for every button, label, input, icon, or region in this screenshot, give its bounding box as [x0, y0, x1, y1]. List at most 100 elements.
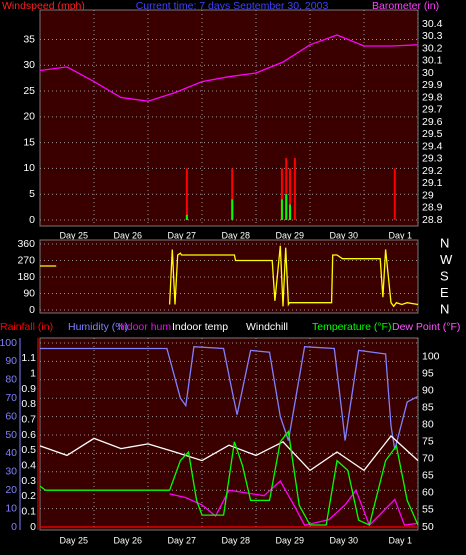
x-tick-label: Day 28: [221, 230, 250, 240]
y-tick-label: 29.7: [422, 104, 443, 116]
y-tick-label: 180: [17, 271, 35, 283]
y-tick-label: 29.3: [422, 153, 443, 165]
y-tick-label: 90: [422, 384, 434, 396]
barometer-axis-label: Barometer (in): [372, 0, 439, 12]
y-tick-label: 270: [17, 254, 35, 266]
x-tick-label: Day 29: [275, 230, 304, 240]
y-tick-label: 0.2: [21, 490, 36, 502]
y-tick-label: 50: [5, 429, 17, 441]
y-tick-label: 10: [5, 502, 17, 514]
y-tick-label: 65: [422, 470, 434, 482]
y-tick-label: N: [440, 235, 449, 250]
x-tick-label: Day 28: [221, 535, 250, 545]
y-tick-label: 0: [30, 521, 36, 533]
y-tick-label: 0.6: [21, 429, 36, 441]
y-tick-label: 28.8: [422, 214, 443, 226]
y-tick-label: 15: [23, 136, 35, 148]
bar: [280, 168, 283, 220]
bar: [393, 168, 396, 220]
y-tick-label: 10: [23, 162, 35, 174]
y-tick-label: 0.8: [21, 398, 36, 410]
y-tick-label: 360: [17, 238, 35, 250]
y-tick-label: 30.1: [422, 55, 443, 67]
legend-entry: Rainfall (in): [0, 321, 53, 333]
plot-area: [39, 239, 419, 314]
legend-entry: Humidity (%): [68, 321, 128, 333]
bar: [280, 199, 283, 220]
legend-entry: Dew Point (°F): [392, 321, 460, 333]
y-tick-label: 0.4: [21, 459, 36, 471]
bar: [285, 158, 288, 220]
y-tick-label: 0.9: [21, 383, 36, 395]
y-tick-label: 20: [23, 111, 35, 123]
x-tick-label: Day 1: [388, 535, 412, 545]
y-tick-label: 5: [29, 188, 35, 200]
y-tick-label: 30: [422, 67, 434, 79]
y-tick-label: 1.1: [21, 352, 36, 364]
y-tick-label: 90: [23, 287, 35, 299]
bar: [231, 168, 234, 220]
bar: [185, 214, 188, 220]
y-tick-label: 95: [422, 367, 434, 379]
y-tick-label: E: [440, 285, 449, 300]
y-tick-label: 70: [422, 453, 434, 465]
x-tick-label: Day 27: [167, 535, 196, 545]
y-tick-label: 29.2: [422, 165, 443, 177]
wind-axis-label: Windspeed (mph): [2, 0, 85, 12]
y-tick-label: 0.1: [21, 505, 36, 517]
y-tick-label: 29.9: [422, 79, 443, 91]
x-tick-label: Day 29: [275, 535, 304, 545]
x-tick-label: Day 30: [329, 535, 358, 545]
y-tick-label: 100: [0, 337, 17, 349]
y-tick-label: 29: [422, 189, 434, 201]
y-tick-label: 100: [422, 350, 440, 362]
y-tick-label: 60: [5, 410, 17, 422]
y-tick-label: 29.1: [422, 177, 443, 189]
y-tick-label: 1: [30, 367, 36, 379]
y-tick-label: 25: [23, 85, 35, 97]
bar: [231, 199, 234, 220]
x-tick-label: Day 30: [329, 230, 358, 240]
y-tick-label: 30.2: [422, 42, 443, 54]
y-tick-label: 0.3: [21, 475, 36, 487]
x-tick-label: Day 25: [59, 535, 88, 545]
legend-entry: Temperature (°F): [312, 321, 391, 333]
y-tick-label: 50: [422, 521, 434, 533]
chart-title: Current time: 7 days September 30, 2003: [136, 0, 329, 12]
y-tick-label: 20: [5, 484, 17, 496]
plot-area: [39, 337, 419, 531]
y-tick-label: 0.7: [21, 413, 36, 425]
y-tick-label: 0.5: [21, 444, 36, 456]
bar: [289, 168, 292, 220]
y-tick-label: 0: [29, 214, 35, 226]
y-tick-label: 0: [29, 304, 35, 316]
y-tick-label: 29.6: [422, 116, 443, 128]
y-tick-label: W: [440, 252, 453, 267]
x-tick-label: Day 26: [113, 535, 142, 545]
y-tick-label: 80: [5, 374, 17, 386]
x-tick-label: Day 1: [388, 230, 412, 240]
y-tick-label: 29.4: [422, 140, 443, 152]
y-tick-label: 60: [422, 487, 434, 499]
legend-entry: Indoor hum: [118, 321, 171, 333]
y-tick-label: 40: [5, 447, 17, 459]
y-tick-label: 30: [5, 466, 17, 478]
y-tick-label: 30.4: [422, 18, 443, 30]
x-tick-label: Day 25: [59, 230, 88, 240]
series-line: [40, 346, 419, 450]
y-tick-label: 28.9: [422, 202, 443, 214]
y-tick-label: 80: [422, 419, 434, 431]
series-line: [169, 479, 419, 527]
x-tick-label: Day 26: [113, 230, 142, 240]
y-tick-label: 0: [11, 521, 17, 533]
bar: [289, 204, 292, 220]
y-tick-label: 70: [5, 392, 17, 404]
y-tick-label: 29.8: [422, 91, 443, 103]
series-line: [39, 430, 419, 526]
legend-entry: Windchill: [246, 321, 288, 333]
legend-entry: Indoor temp: [172, 321, 228, 333]
y-tick-label: 55: [422, 504, 434, 516]
y-tick-label: 35: [23, 33, 35, 45]
bar: [185, 168, 188, 220]
